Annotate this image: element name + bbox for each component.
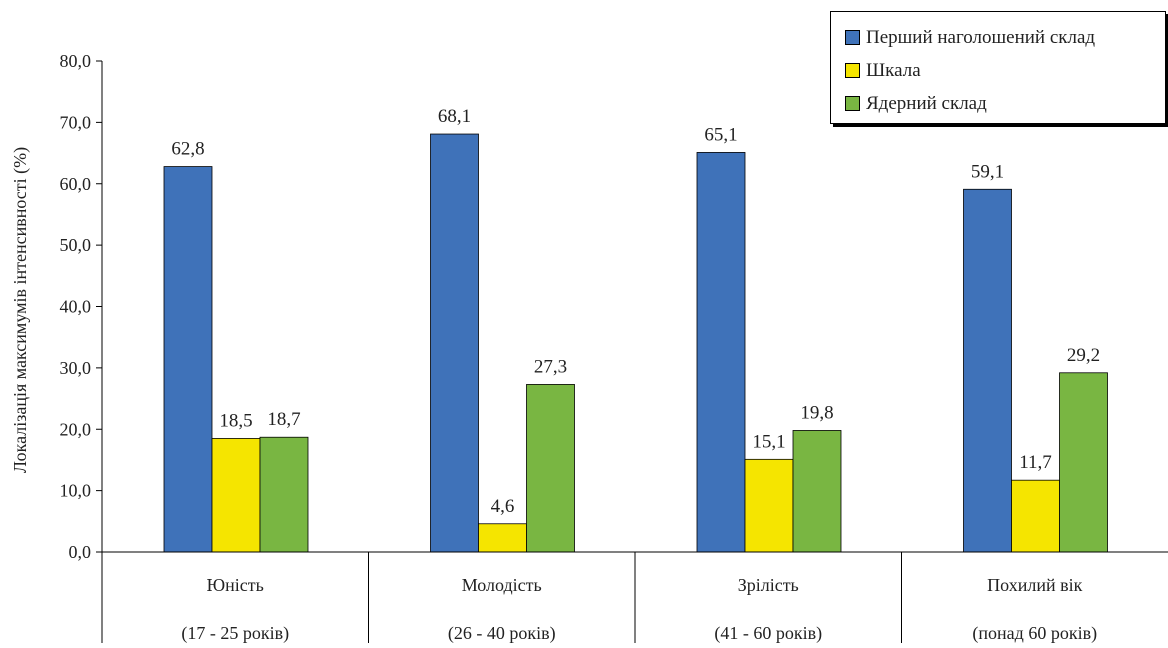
y-axis-title: Локалізація максимумів інтенсивності (%) xyxy=(10,147,31,473)
x-axis: Юність (17 - 25 років) Молодість (26 - 40 р… xyxy=(102,551,1168,644)
bar-1-4 xyxy=(963,188,1012,553)
legend-label: Ядерний склад xyxy=(866,92,987,114)
legend-swatch-blue xyxy=(845,30,860,45)
y-tick-label: 60,0 xyxy=(60,174,92,194)
data-labels: 62,8 68,1 65,1 59,1 18,5 4,6 15,1 11,7 18,7 27,3 1… xyxy=(171,106,1100,517)
data-label: 15,1 xyxy=(752,431,785,452)
data-label: 4,6 xyxy=(491,496,515,517)
bar-1-2 xyxy=(430,133,479,553)
legend-swatch-green xyxy=(845,96,860,111)
x-category-range: (17 - 25 років) xyxy=(181,623,289,643)
x-category-range: (41 - 60 років) xyxy=(714,623,822,643)
legend-item-first-stressed-syllable: Перший наголошений склад xyxy=(845,21,1165,54)
data-label: 11,7 xyxy=(1019,452,1052,473)
data-label: 68,1 xyxy=(438,106,471,127)
y-tick-label: 20,0 xyxy=(60,419,92,439)
y-tick-label: 50,0 xyxy=(60,235,92,255)
data-label: 65,1 xyxy=(704,124,737,145)
bar-3-4 xyxy=(1059,372,1108,553)
data-label: 62,8 xyxy=(171,139,204,160)
legend-item-nuclear-syllable: Ядерний склад xyxy=(845,87,1165,120)
bar-2-3 xyxy=(744,458,794,553)
data-label: 18,7 xyxy=(267,409,300,430)
y-tick-label: 70,0 xyxy=(60,112,92,132)
x-category-range: (понад 60 років) xyxy=(972,623,1097,643)
bar-3-2 xyxy=(526,384,575,553)
bars xyxy=(163,133,1108,553)
legend-swatch-yellow xyxy=(845,63,860,78)
x-category-label: Юність xyxy=(207,575,264,595)
bar-1-1 xyxy=(163,166,213,553)
bar-2-1 xyxy=(211,438,261,553)
data-label: 27,3 xyxy=(534,356,567,377)
bar-3-3 xyxy=(792,430,842,553)
x-category-label: Зрілість xyxy=(738,575,799,595)
legend-label: Перший наголошений склад xyxy=(866,26,1096,48)
x-category-label: Молодість xyxy=(462,575,542,595)
legend: Перший наголошений склад Шкала Ядерний с… xyxy=(830,11,1166,124)
legend-item-scale: Шкала xyxy=(845,54,1165,87)
data-label: 18,5 xyxy=(219,410,252,431)
y-tick-label: 0,0 xyxy=(69,542,92,562)
data-label: 59,1 xyxy=(971,161,1004,182)
bar-3-1 xyxy=(259,436,309,553)
y-tick-label: 10,0 xyxy=(60,481,92,501)
y-axis: 0,0 10,0 20,0 30,0 40,0 50,0 60,0 70,0 80,0 xyxy=(60,51,103,643)
bar-2-4 xyxy=(1011,479,1060,553)
legend-label: Шкала xyxy=(866,59,921,81)
bar-2-2 xyxy=(478,523,527,553)
y-tick-label: 40,0 xyxy=(60,297,92,317)
y-tick-label: 30,0 xyxy=(60,358,92,378)
y-tick-label: 80,0 xyxy=(60,51,92,71)
x-category-range: (26 - 40 років) xyxy=(448,623,556,643)
data-label: 19,8 xyxy=(800,402,833,423)
bar-1-3 xyxy=(696,152,746,553)
x-category-label: Похилий вік xyxy=(987,575,1082,595)
data-label: 29,2 xyxy=(1067,345,1100,366)
